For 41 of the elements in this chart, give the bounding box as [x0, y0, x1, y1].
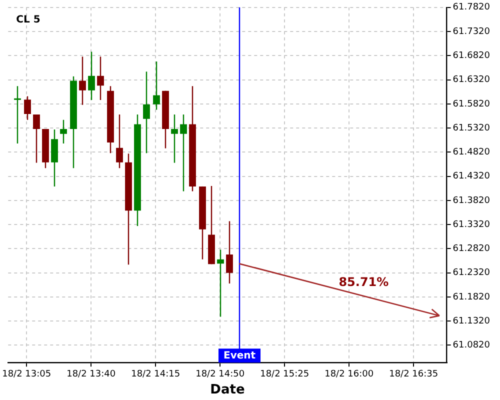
candlestick	[180, 114, 187, 192]
candlestick	[171, 114, 178, 164]
annotation: 85.71%	[338, 275, 389, 290]
candlestick	[33, 114, 40, 164]
candlestick	[143, 70, 150, 154]
candlestick	[116, 114, 123, 169]
y-tick-label: 61.6320	[452, 75, 490, 86]
y-tick-label: 61.3320	[452, 220, 490, 230]
x-tick-label: 18/2 13:05	[2, 369, 52, 380]
candlestick	[217, 249, 224, 318]
y-tick-label: 61.4820	[452, 148, 490, 158]
candlestick	[226, 220, 233, 284]
x-tick-label: 18/2 14:15	[131, 369, 180, 380]
y-tick-label: 61.7820	[452, 2, 490, 13]
x-tick-label: 18/2 13:40	[66, 369, 116, 380]
x-tick-label: 18/2 14:50	[196, 369, 245, 380]
x-tick-label: 18/2 15:25	[260, 369, 310, 380]
y-tick-label: 61.6820	[452, 51, 490, 62]
candlestick	[97, 56, 104, 101]
x-tick-label: 18/2 16:00	[324, 369, 374, 380]
text: CL 5	[16, 14, 40, 26]
y-tick-label: 61.4320	[452, 172, 490, 182]
y-tick-label: 61.5820	[452, 99, 490, 110]
y-tick-label: 61.3820	[452, 196, 490, 206]
candlestick	[24, 96, 31, 120]
y-tick-label: 61.1320	[452, 316, 490, 326]
y-tick-label: 61.0820	[452, 340, 490, 351]
candlestick	[14, 85, 21, 144]
candlestick	[88, 51, 95, 101]
candlestick	[60, 119, 67, 144]
y-tick-label: 61.5320	[452, 123, 490, 134]
y-tick-label: 61.2820	[452, 244, 490, 254]
ref-line-label: Event	[223, 350, 256, 362]
y-tick-label: 61.2320	[452, 268, 490, 278]
y-tick-label: 61.7320	[452, 26, 490, 37]
x-axis-title: Date	[210, 382, 245, 398]
candlestick	[79, 56, 86, 106]
candlestick	[51, 128, 58, 188]
x-tick-label: 18/2 16:35	[389, 369, 438, 380]
y-tick-label: 61.1820	[452, 292, 490, 302]
candlestick	[153, 60, 160, 110]
